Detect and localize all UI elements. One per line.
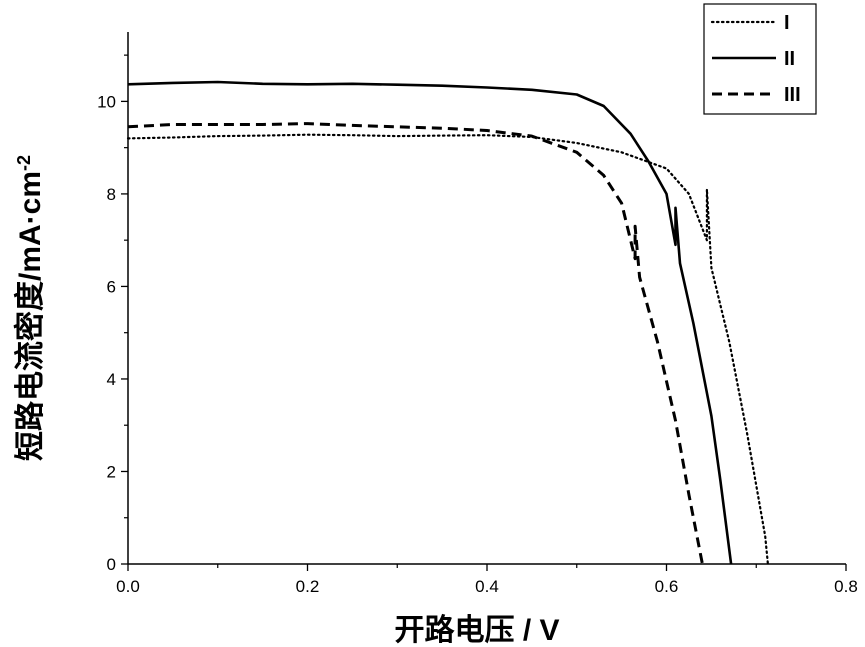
x-tick-label: 0.0 [116,577,140,596]
y-tick-label: 10 [97,92,116,111]
y-tick-label: 0 [107,555,116,574]
y-tick-label: 8 [107,185,116,204]
y-tick-label: 4 [107,370,116,389]
y-axis-title: 短路电流密度/mA·cm-2 [13,155,47,461]
x-tick-label: 0.4 [475,577,499,596]
y-axis: 0 2 4 6 8 10 [97,55,128,574]
y-tick-label: 2 [107,462,116,481]
series-line-2 [128,82,731,564]
x-axis-title: 开路电压 / V [394,614,559,647]
legend-label-3: III [784,84,801,106]
x-tick-label: 0.8 [834,577,858,596]
series-line-3 [128,124,702,564]
y-axis-title-superscript: -2 [14,155,34,171]
legend-label-2: II [784,48,795,70]
x-tick-label: 0.6 [655,577,679,596]
x-tick-label: 0.2 [296,577,320,596]
y-axis-title-main: 短路电流密度/mA·cm [13,171,47,461]
y-tick-label: 6 [107,277,116,296]
series-line-1 [128,135,768,564]
x-axis: 0.0 0.2 0.4 0.6 0.8 [116,564,858,596]
legend-label-1: I [784,12,790,34]
series-layer [128,82,768,564]
legend: IIIIII [704,4,816,114]
